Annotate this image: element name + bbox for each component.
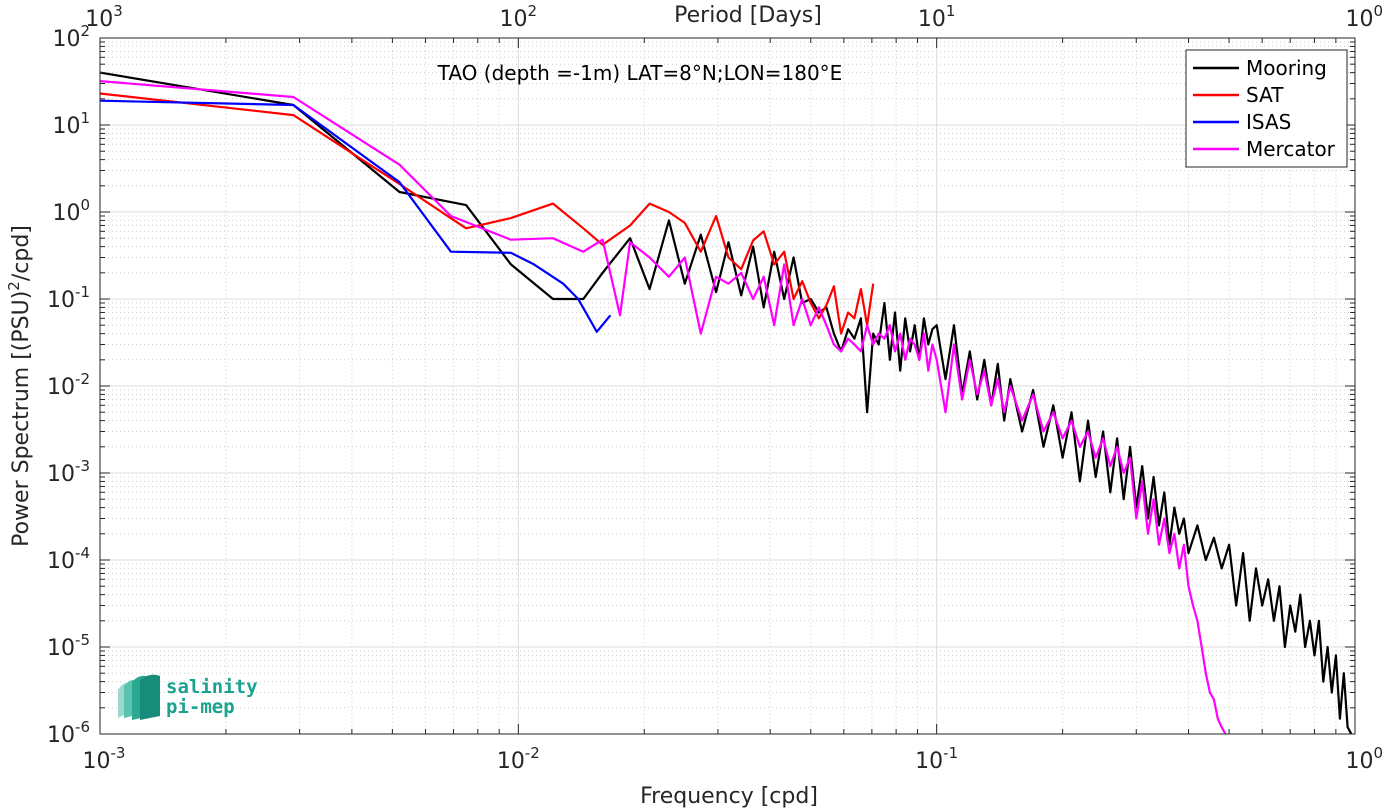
- y-axis-label: Power Spectrum [(PSU)2/cpd]: [5, 225, 34, 547]
- top-tick-label-base: 10: [918, 7, 946, 32]
- top-tick-label: 101: [918, 2, 956, 32]
- series-line-sat: [99, 92, 875, 335]
- top-tick-label: 103: [85, 2, 123, 32]
- top-tick-label-base: 10: [500, 7, 528, 32]
- x-tick-labels: 10-3 10-2 10-1 100: [83, 744, 1383, 774]
- y-tick-label: 10-2: [47, 370, 90, 400]
- top-tick-label-exponent: 2: [528, 2, 538, 20]
- series-line-mercator: [99, 80, 1227, 735]
- y-tick-label-base: 10: [47, 549, 75, 574]
- y-tick-label-exponent: -6: [75, 718, 90, 736]
- legend-entries: Mooring SAT ISAS Mercator: [1193, 56, 1336, 161]
- legend: Mooring SAT ISAS Mercator: [1185, 49, 1348, 168]
- x-tick-label-base: 10: [83, 749, 111, 774]
- salinity-pi-mep-logo: salinity pi-mep: [118, 674, 258, 720]
- x-tick-label-base: 10: [497, 749, 525, 774]
- logo-line1: salinity: [166, 676, 258, 698]
- y-tick-label: 10-1: [47, 283, 90, 313]
- y-tick-label: 10-5: [47, 631, 90, 661]
- y-tick-label: 100: [52, 196, 90, 226]
- y-axis-label-main: Power Spectrum [(PSU): [9, 291, 34, 547]
- y-tick-label-base: 10: [52, 27, 80, 52]
- x-tick-label-base: 10: [1345, 749, 1373, 774]
- y-tick-label-base: 10: [52, 201, 80, 226]
- y-tick-label-exponent: -2: [75, 370, 90, 388]
- series-line-isas: [99, 99, 612, 333]
- legend-label-sat: SAT: [1246, 83, 1284, 107]
- y-axis-label-tail: /cpd]: [9, 225, 34, 281]
- top-tick-label-base: 10: [85, 7, 113, 32]
- legend-label-mercator: Mercator: [1246, 137, 1336, 161]
- top-x-axis-label: Period [Days]: [674, 3, 822, 28]
- y-tick-label-exponent: 0: [80, 196, 90, 214]
- x-tick-label-exponent: -3: [111, 744, 126, 762]
- y-tick-label-exponent: -4: [75, 544, 90, 562]
- series-line-mooring: [99, 71, 1353, 735]
- y-tick-label: 10-6: [47, 718, 90, 748]
- top-tick-label: 102: [500, 2, 538, 32]
- y-tick-label-base: 10: [52, 114, 80, 139]
- y-tick-label-base: 10: [47, 288, 75, 313]
- y-tick-label: 10-4: [47, 544, 90, 574]
- top-tick-label-exponent: 3: [113, 2, 123, 20]
- x-tick-label-base: 10: [915, 749, 943, 774]
- top-x-tick-labels: 103 102 101 100: [85, 2, 1383, 32]
- series-layer: [99, 71, 1353, 735]
- y-tick-label-exponent: -3: [75, 457, 90, 475]
- logo-line2: pi-mep: [166, 696, 235, 718]
- y-tick-label-exponent: 1: [80, 109, 90, 127]
- x-tick-label-exponent: 0: [1373, 744, 1383, 762]
- x-tick-label: 100: [1345, 744, 1383, 774]
- logo-waves-icon: [118, 674, 160, 720]
- y-tick-label: 101: [52, 109, 90, 139]
- x-tick-label-exponent: -1: [943, 744, 958, 762]
- x-tick-label: 10-2: [497, 744, 540, 774]
- y-tick-label: 10-3: [47, 457, 90, 487]
- top-tick-label-base: 10: [1345, 7, 1373, 32]
- y-tick-label: 102: [52, 22, 90, 52]
- tick-marks: [99, 37, 1356, 735]
- y-tick-label-exponent: -5: [75, 631, 90, 649]
- top-tick-label: 100: [1345, 2, 1383, 32]
- y-axis-label-superscript: 2: [5, 281, 23, 291]
- x-tick-label: 10-3: [83, 744, 126, 774]
- y-tick-label-base: 10: [47, 636, 75, 661]
- y-tick-label-exponent: -1: [75, 283, 90, 301]
- legend-box: [1185, 49, 1348, 168]
- y-tick-label-exponent: 2: [80, 22, 90, 40]
- x-tick-label-exponent: -2: [525, 744, 540, 762]
- chart-title: TAO (depth =-1m) LAT=8°N;LON=180°E: [437, 61, 843, 85]
- x-tick-label: 10-1: [915, 744, 958, 774]
- top-tick-label-exponent: 0: [1373, 2, 1383, 20]
- legend-label-isas: ISAS: [1246, 110, 1291, 134]
- y-tick-label-base: 10: [47, 375, 75, 400]
- top-tick-label-exponent: 1: [946, 2, 956, 20]
- x-axis-label: Frequency [cpd]: [640, 784, 818, 809]
- legend-label-mooring: Mooring: [1246, 56, 1327, 80]
- y-tick-label-base: 10: [47, 462, 75, 487]
- y-tick-label-base: 10: [47, 723, 75, 748]
